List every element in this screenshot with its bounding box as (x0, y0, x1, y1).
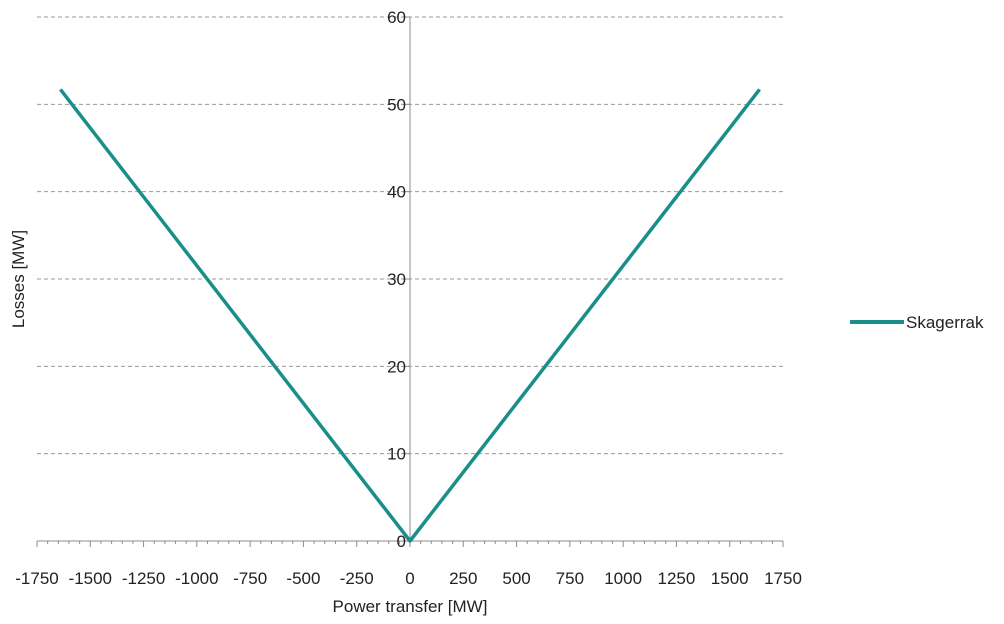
x-tick-label--1500: -1500 (69, 569, 112, 588)
tick-labels: 0 10 20 30 40 50 60 -1750 -1500 -1250 -1000 -750 -50… (15, 8, 802, 588)
y-tick-label-0: 0 (397, 532, 406, 551)
legend: Skagerrak (850, 313, 984, 332)
series-line-skagerrak (59, 88, 761, 543)
y-tick-label-20: 20 (387, 357, 406, 376)
y-tick-label-40: 40 (387, 183, 406, 202)
x-tick-label-0: 0 (405, 569, 414, 588)
x-tick-label-750: 750 (556, 569, 584, 588)
legend-label-skagerrak: Skagerrak (906, 313, 984, 332)
series-layer (59, 88, 761, 543)
x-tick-label--1250: -1250 (122, 569, 165, 588)
x-tick-label-1500: 1500 (711, 569, 749, 588)
x-tick-label--500: -500 (286, 569, 320, 588)
y-tick-label-50: 50 (387, 95, 406, 114)
x-tick-label-1000: 1000 (604, 569, 642, 588)
y-axis-title: Losses [MW] (9, 230, 28, 328)
x-axis-title: Power transfer [MW] (333, 597, 488, 616)
x-tick-label--1750: -1750 (15, 569, 58, 588)
y-tick-label-30: 30 (387, 270, 406, 289)
y-tick-label-60: 60 (387, 8, 406, 27)
x-tick-label-1750: 1750 (764, 569, 802, 588)
y-tick-label-10: 10 (387, 445, 406, 464)
x-tick-label-1250: 1250 (658, 569, 696, 588)
x-tick-label--750: -750 (233, 569, 267, 588)
x-tick-label--250: -250 (340, 569, 374, 588)
x-tick-label-500: 500 (502, 569, 530, 588)
x-tick-label-250: 250 (449, 569, 477, 588)
axes (36, 16, 784, 547)
x-tick-label--1000: -1000 (175, 569, 218, 588)
